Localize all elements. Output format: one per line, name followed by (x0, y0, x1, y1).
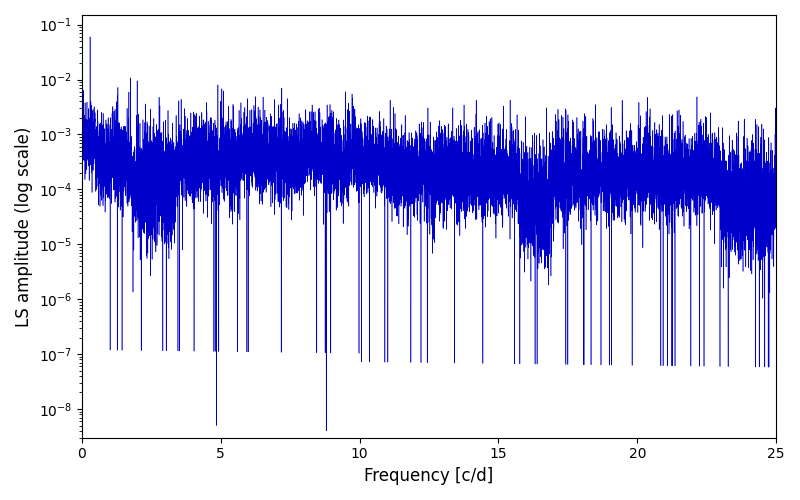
Y-axis label: LS amplitude (log scale): LS amplitude (log scale) (15, 126, 33, 326)
X-axis label: Frequency [c/d]: Frequency [c/d] (364, 467, 494, 485)
